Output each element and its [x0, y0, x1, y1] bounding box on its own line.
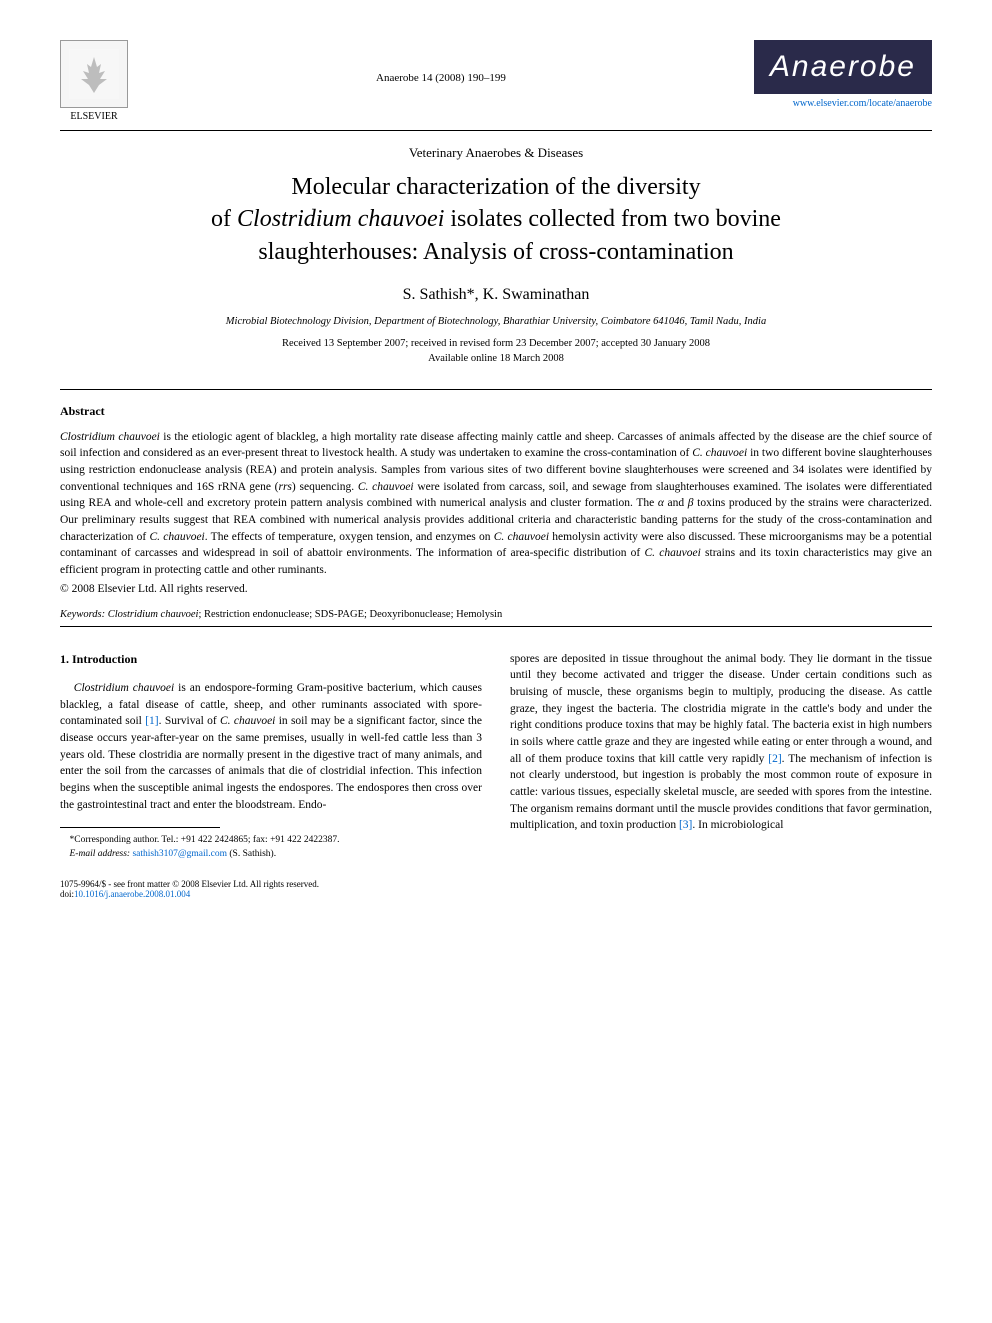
email-name: (S. Sathish). — [229, 849, 276, 859]
doi-link[interactable]: 10.1016/j.anaerobe.2008.01.004 — [74, 889, 190, 899]
doi-line: doi:10.1016/j.anaerobe.2008.01.004 — [60, 889, 319, 899]
abstract-body: Clostridium chauvoei is the etiologic ag… — [60, 429, 932, 579]
title-line1: Molecular characterization of the divers… — [291, 174, 700, 200]
footer-row: 1075-9964/$ - see front matter © 2008 El… — [60, 879, 932, 899]
column-left: 1. Introduction Clostridium chauvoei is … — [60, 651, 482, 861]
citation-center: Anaerobe 14 (2008) 190–199 — [376, 66, 506, 96]
authors: S. Sathish*, K. Swaminathan — [60, 286, 932, 304]
publisher-logo: ELSEVIER — [60, 40, 128, 122]
journal-url[interactable]: www.elsevier.com/locate/anaerobe — [754, 98, 932, 109]
title-line3: slaughterhouses: Analysis of cross-conta… — [258, 239, 733, 265]
publisher-name: ELSEVIER — [70, 111, 117, 122]
intro-para-right: spores are deposited in tissue throughou… — [510, 651, 932, 834]
keywords-text: Clostridium chauvoei; Restriction endonu… — [105, 609, 502, 620]
rule-abstract-bottom — [60, 626, 932, 627]
citation: Anaerobe 14 (2008) 190–199 — [376, 72, 506, 84]
doi-label: doi: — [60, 889, 74, 899]
abstract-heading: Abstract — [60, 404, 932, 419]
rule-top — [60, 130, 932, 131]
body-columns: 1. Introduction Clostridium chauvoei is … — [60, 651, 932, 861]
footnote-email-line: E-mail address: sathish3107@gmail.com (S… — [60, 848, 482, 861]
footnote-corr: *Corresponding author. Tel.: +91 422 242… — [60, 834, 482, 847]
column-right: spores are deposited in tissue throughou… — [510, 651, 932, 861]
journal-logo-block: Anaerobe www.elsevier.com/locate/anaerob… — [754, 40, 932, 109]
title-line2b: isolates collected from two bovine — [444, 206, 781, 232]
header-row: ELSEVIER Anaerobe 14 (2008) 190–199 Anae… — [60, 40, 932, 122]
elsevier-tree-icon — [60, 40, 128, 108]
keywords-line: Keywords: Clostridium chauvoei; Restrict… — [60, 609, 932, 620]
footnote-separator — [60, 827, 220, 828]
article-title: Molecular characterization of the divers… — [100, 171, 892, 268]
section-label: Veterinary Anaerobes & Diseases — [60, 145, 932, 161]
date-received: Received 13 September 2007; received in … — [60, 337, 932, 352]
title-line2a: of — [211, 206, 237, 232]
keywords-label: Keywords: — [60, 609, 105, 620]
front-matter: 1075-9964/$ - see front matter © 2008 El… — [60, 879, 319, 889]
intro-heading: 1. Introduction — [60, 651, 482, 668]
date-online: Available online 18 March 2008 — [60, 352, 932, 367]
journal-title-box: Anaerobe — [754, 40, 932, 94]
corresponding-email[interactable]: sathish3107@gmail.com — [132, 849, 227, 859]
intro-para-left: Clostridium chauvoei is an endospore-for… — [60, 680, 482, 813]
dates-block: Received 13 September 2007; received in … — [60, 337, 932, 366]
rule-abstract-top — [60, 389, 932, 390]
email-label: E-mail address: — [70, 849, 131, 859]
affiliation: Microbial Biotechnology Division, Depart… — [60, 316, 932, 327]
title-species: Clostridium chauvoei — [237, 206, 444, 232]
footer-left: 1075-9964/$ - see front matter © 2008 El… — [60, 879, 319, 899]
copyright: © 2008 Elsevier Ltd. All rights reserved… — [60, 583, 932, 595]
